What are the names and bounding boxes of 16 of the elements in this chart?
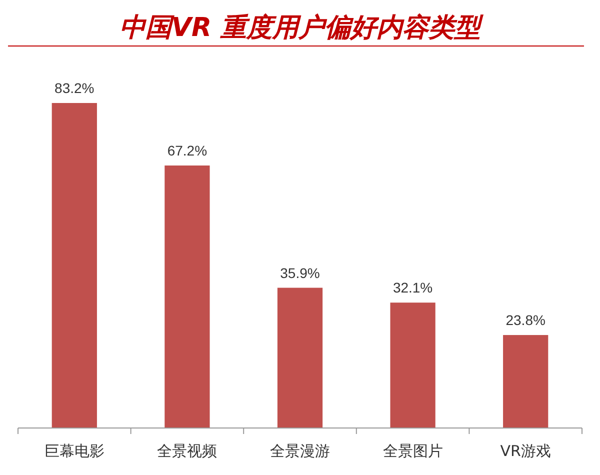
x-tick-label: 全景视频 bbox=[157, 442, 218, 460]
data-label: 67.2% bbox=[167, 142, 208, 158]
data-label: 32.1% bbox=[392, 280, 433, 296]
data-label: 83.2% bbox=[54, 80, 94, 96]
chart-title: 中国VR 重度用户偏好内容类型 bbox=[119, 13, 485, 43]
data-label: 35.9% bbox=[280, 264, 320, 281]
bar bbox=[164, 166, 210, 428]
bar bbox=[503, 335, 548, 428]
bar bbox=[277, 288, 323, 428]
data-label: 23.8% bbox=[506, 312, 546, 328]
x-tick-label: 全景图片 bbox=[382, 442, 443, 460]
x-tick-label: VR游戏 bbox=[500, 442, 551, 460]
x-tick-label: 巨幕电影 bbox=[44, 442, 104, 460]
x-tick-label: 全景漫游 bbox=[270, 442, 330, 460]
bar bbox=[52, 103, 97, 428]
bar bbox=[390, 302, 436, 428]
